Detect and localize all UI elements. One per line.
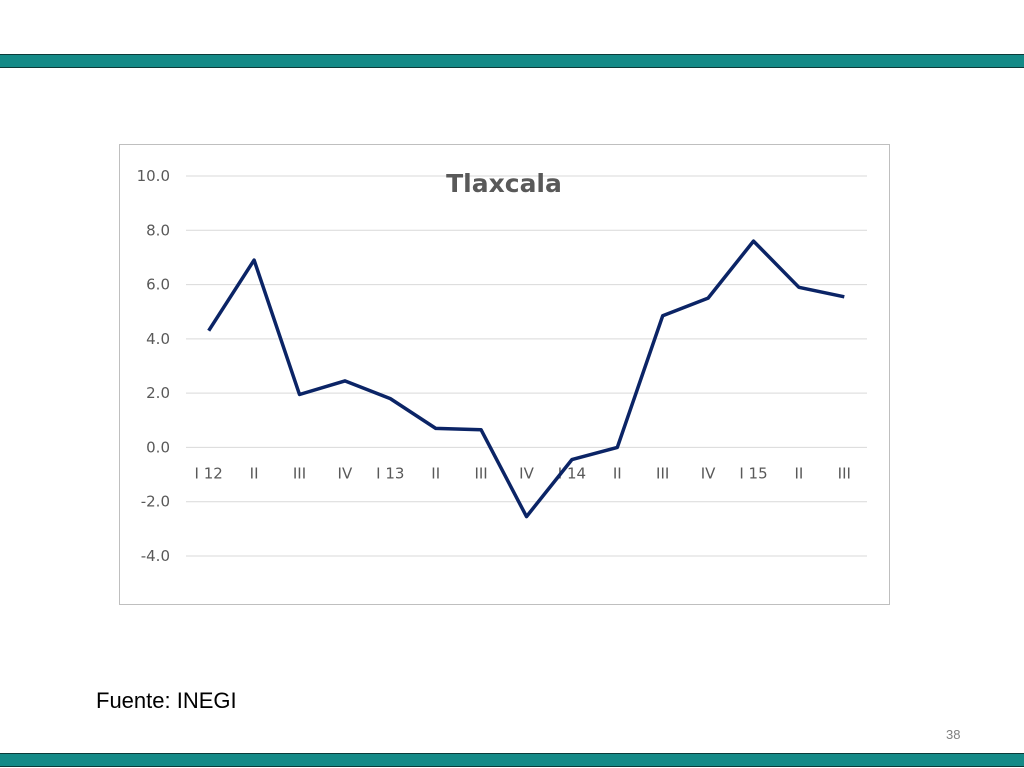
y-tick-label: 0.0 [146, 438, 170, 456]
chart-container: 10.0 8.0 6.0 4.0 2.0 0.0 -2.0 -4.0 I 12 II III IV I … [119, 144, 890, 605]
x-tick-label: IV [338, 464, 353, 482]
x-tick-label: III [838, 464, 851, 482]
series-line [207, 239, 845, 519]
y-tick-label: 2.0 [146, 384, 170, 402]
x-tick-label: II [613, 464, 622, 482]
bottom-band [0, 753, 1024, 767]
y-tick-label: -2.0 [141, 493, 170, 511]
page-number: 38 [946, 727, 961, 742]
line-chart: 10.08.06.04.02.00.0-2.0-4.0I 12 II III IV I … [137, 167, 867, 565]
x-tick-label: III [293, 464, 306, 482]
y-tick-label: 10.0 [137, 167, 170, 185]
top-band [0, 54, 1024, 68]
x-tick-label: I 15 [739, 464, 767, 482]
x-tick-label: III [656, 464, 669, 482]
x-tick-label: II [250, 464, 259, 482]
source-note: Fuente: INEGI [96, 688, 237, 713]
x-tick-label: I 12 [195, 464, 223, 482]
x-tick-label: II [794, 464, 803, 482]
x-tick-label: IV [519, 464, 534, 482]
y-tick-label: 4.0 [146, 330, 170, 348]
x-tick-label: II [431, 464, 440, 482]
y-tick-label: 6.0 [146, 276, 170, 294]
x-tick-label: I 13 [376, 464, 404, 482]
chart-title: Tlaxcala [446, 169, 562, 198]
y-tick-label: 8.0 [146, 221, 170, 239]
x-tick-label: III [474, 464, 487, 482]
y-tick-label: -4.0 [141, 547, 170, 565]
x-tick-label: IV [701, 464, 716, 482]
